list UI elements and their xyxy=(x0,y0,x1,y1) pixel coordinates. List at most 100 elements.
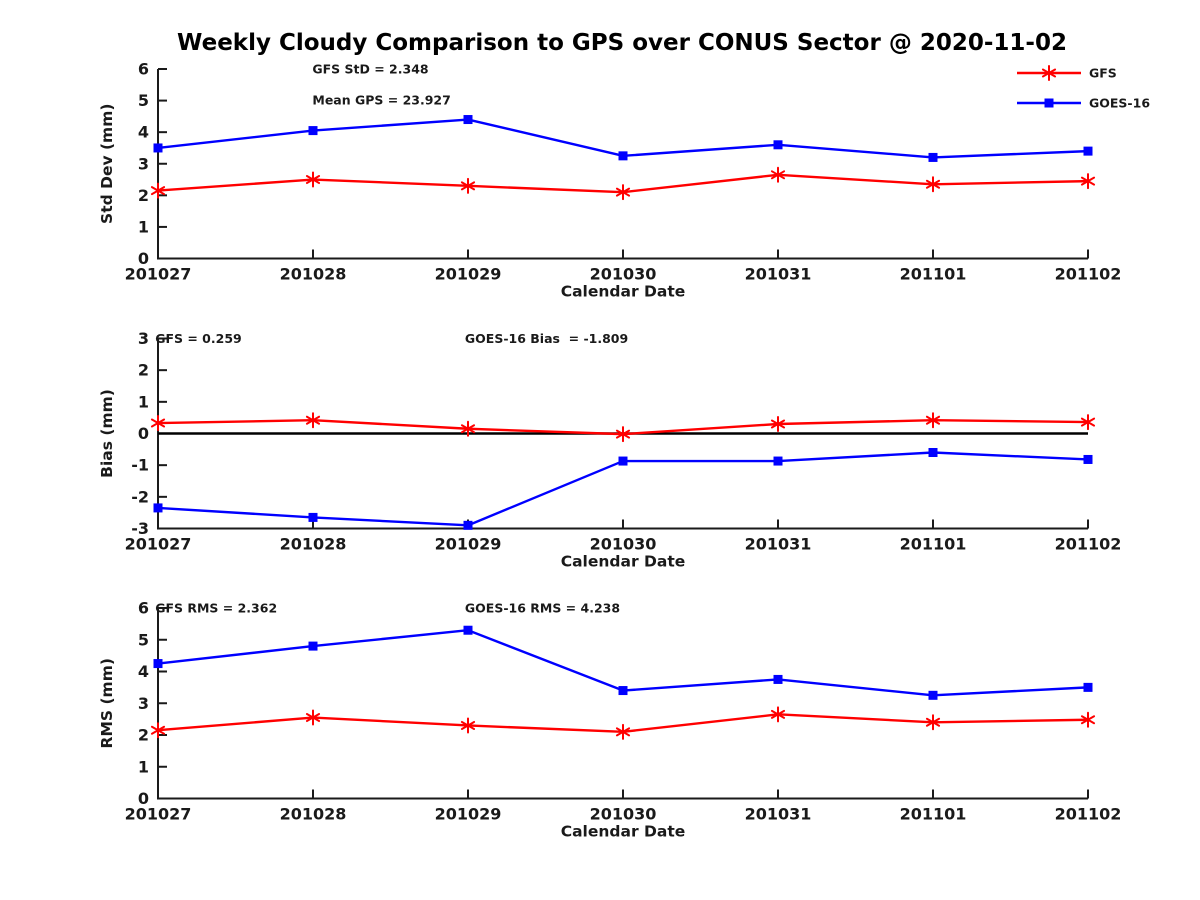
goes-16-line xyxy=(157,629,1089,697)
asterisk-marker xyxy=(305,709,321,726)
square-marker xyxy=(308,126,318,136)
legend-item-gfs: GFS xyxy=(1017,65,1117,81)
square-marker xyxy=(773,140,783,150)
asterisk-marker xyxy=(150,182,166,199)
asterisk-marker xyxy=(460,177,476,194)
square-marker xyxy=(308,512,318,522)
square-marker xyxy=(153,143,163,153)
y-tick-label: 1 xyxy=(138,392,149,411)
square-marker xyxy=(928,690,938,700)
x-tick-label: 201030 xyxy=(590,805,657,824)
y-tick-label: 0 xyxy=(138,424,149,443)
asterisk-marker xyxy=(460,717,476,734)
square-marker xyxy=(928,448,938,457)
x-axis-label: Calendar Date xyxy=(561,553,686,571)
legend-label: GOES-16 xyxy=(1089,96,1150,111)
x-tick-label: 201028 xyxy=(280,805,347,824)
square-marker xyxy=(773,456,783,466)
asterisk-marker xyxy=(770,166,786,183)
square-marker xyxy=(1083,146,1093,156)
asterisk-marker xyxy=(925,412,941,429)
legend-item-goes-16: GOES-16 xyxy=(1017,96,1150,111)
asterisk-marker xyxy=(1041,65,1057,81)
asterisk-marker xyxy=(925,714,941,731)
y-tick-label: 3 xyxy=(138,694,149,713)
y-tick-label: -2 xyxy=(131,487,149,506)
x-tick-label: 201027 xyxy=(125,535,192,554)
x-tick-label: 201027 xyxy=(125,265,192,284)
square-marker xyxy=(153,659,163,669)
y-tick-label: -1 xyxy=(131,456,149,475)
y-tick-label: 2 xyxy=(138,726,149,745)
y-tick-label: 4 xyxy=(138,123,149,142)
x-tick-label: 201028 xyxy=(280,535,347,554)
subplot-std-dev: 0 1 2 3 4 5 6 201027 201028 201029 201030 201031 201… xyxy=(98,60,1150,301)
annotation-bias-1: GOES-16 Bias = -1.809 xyxy=(465,331,628,346)
y-tick-label: 6 xyxy=(138,599,149,618)
y-axis-label: RMS (mm) xyxy=(98,658,116,748)
subplot-rms: 0 1 2 3 4 5 6 201027 201028 201029 201030 201031 201… xyxy=(98,599,1121,841)
x-tick-label: 201102 xyxy=(1055,535,1122,554)
square-marker xyxy=(1083,454,1093,464)
x-tick-label: 201030 xyxy=(590,535,657,554)
y-tick-label: 3 xyxy=(138,329,149,348)
axis-lines xyxy=(157,608,1088,800)
x-tick-label: 201029 xyxy=(435,535,502,554)
asterisk-marker xyxy=(615,426,631,443)
square-marker xyxy=(1083,682,1093,692)
x-tick-label: 201031 xyxy=(745,535,812,554)
x-tick-label: 201101 xyxy=(900,535,967,554)
y-tick-label: 0 xyxy=(138,249,149,268)
chart-title: Weekly Cloudy Comparison to GPS over CON… xyxy=(177,30,1067,56)
square-marker xyxy=(1044,98,1054,108)
y-tick-label: 5 xyxy=(138,630,149,649)
legend-label: GFS xyxy=(1089,66,1117,81)
y-tick-label: 0 xyxy=(138,789,149,808)
y-tick-label: 1 xyxy=(138,217,149,236)
y-axis-label: Std Dev (mm) xyxy=(98,104,116,224)
x-axis-label: Calendar Date xyxy=(561,823,686,841)
asterisk-marker xyxy=(925,176,941,193)
square-marker xyxy=(463,115,473,125)
subplot-bias: -3 -2 -1 0 1 2 3 201027 201028 201029 201030 201031… xyxy=(98,329,1121,571)
square-marker xyxy=(928,152,938,162)
x-tick-label: 201102 xyxy=(1055,265,1122,284)
asterisk-marker xyxy=(305,171,321,188)
annotation-rms-1: GOES-16 RMS = 4.238 xyxy=(465,601,620,616)
asterisk-marker xyxy=(615,723,631,740)
square-marker xyxy=(463,520,473,530)
asterisk-marker xyxy=(1080,414,1096,431)
square-marker xyxy=(308,641,318,651)
asterisk-marker xyxy=(150,722,166,739)
asterisk-marker xyxy=(305,412,321,429)
square-marker xyxy=(618,686,628,696)
asterisk-marker xyxy=(770,416,786,432)
annotation-bias-0: GFS = 0.259 xyxy=(155,331,242,346)
y-tick-label: 6 xyxy=(138,60,149,79)
x-axis-label: Calendar Date xyxy=(561,283,686,301)
annotation-std-dev-1: Mean GPS = 23.927 xyxy=(312,92,450,107)
y-tick-label: 1 xyxy=(138,757,149,776)
x-tick-label: 201030 xyxy=(590,265,657,284)
asterisk-marker xyxy=(1080,173,1096,190)
x-tick-label: 201027 xyxy=(125,805,192,824)
y-tick-label: -3 xyxy=(131,519,149,538)
legend: GFS GOES-16 xyxy=(1017,65,1150,111)
square-marker xyxy=(773,674,783,684)
asterisk-marker xyxy=(770,706,786,723)
square-marker xyxy=(153,503,163,513)
asterisk-marker xyxy=(615,184,631,201)
annotation-std-dev-0: GFS StD = 2.348 xyxy=(312,62,428,77)
asterisk-marker xyxy=(460,420,476,437)
annotation-rms-0: GFS RMS = 2.362 xyxy=(155,601,277,616)
x-tick-label: 201101 xyxy=(900,805,967,824)
y-axis-label: Bias (mm) xyxy=(98,389,116,478)
x-tick-label: 201028 xyxy=(280,265,347,284)
axis-lines xyxy=(157,69,1088,260)
asterisk-marker xyxy=(150,415,166,432)
asterisk-marker xyxy=(1080,711,1096,728)
x-tick-label: 201101 xyxy=(900,265,967,284)
x-tick-label: 201029 xyxy=(435,805,502,824)
